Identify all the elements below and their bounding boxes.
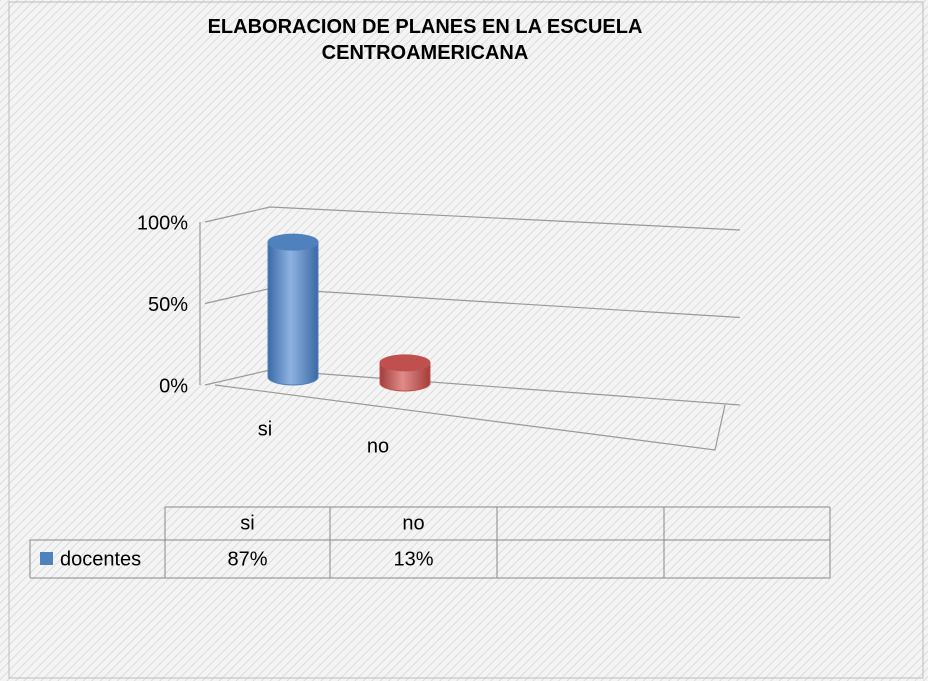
y-tick-label: 50% (148, 294, 188, 316)
bar-top (379, 354, 431, 372)
table-header: no (402, 512, 424, 534)
floor (214, 384, 726, 451)
grid-line (204, 206, 741, 231)
y-tick-label: 100% (137, 212, 188, 234)
legend-key (40, 552, 53, 565)
plot-area: 0% 50% 100% si no (137, 206, 741, 457)
y-tick-label: 0% (159, 375, 188, 397)
x-tick-label: no (367, 435, 389, 457)
data-table: docentes si 87% no 13% (29, 506, 831, 579)
table-cell: 87% (227, 548, 267, 570)
chart-border (8, 1, 924, 679)
bar-top (267, 233, 319, 251)
legend-label: docentes (60, 548, 141, 570)
chart-title: ELABORACION DE PLANES EN LA ESCUELA CENT… (207, 16, 643, 64)
table-cell: 13% (393, 548, 433, 570)
x-tick-label: si (258, 418, 272, 440)
bar (267, 241, 319, 386)
table-header: si (240, 512, 254, 534)
